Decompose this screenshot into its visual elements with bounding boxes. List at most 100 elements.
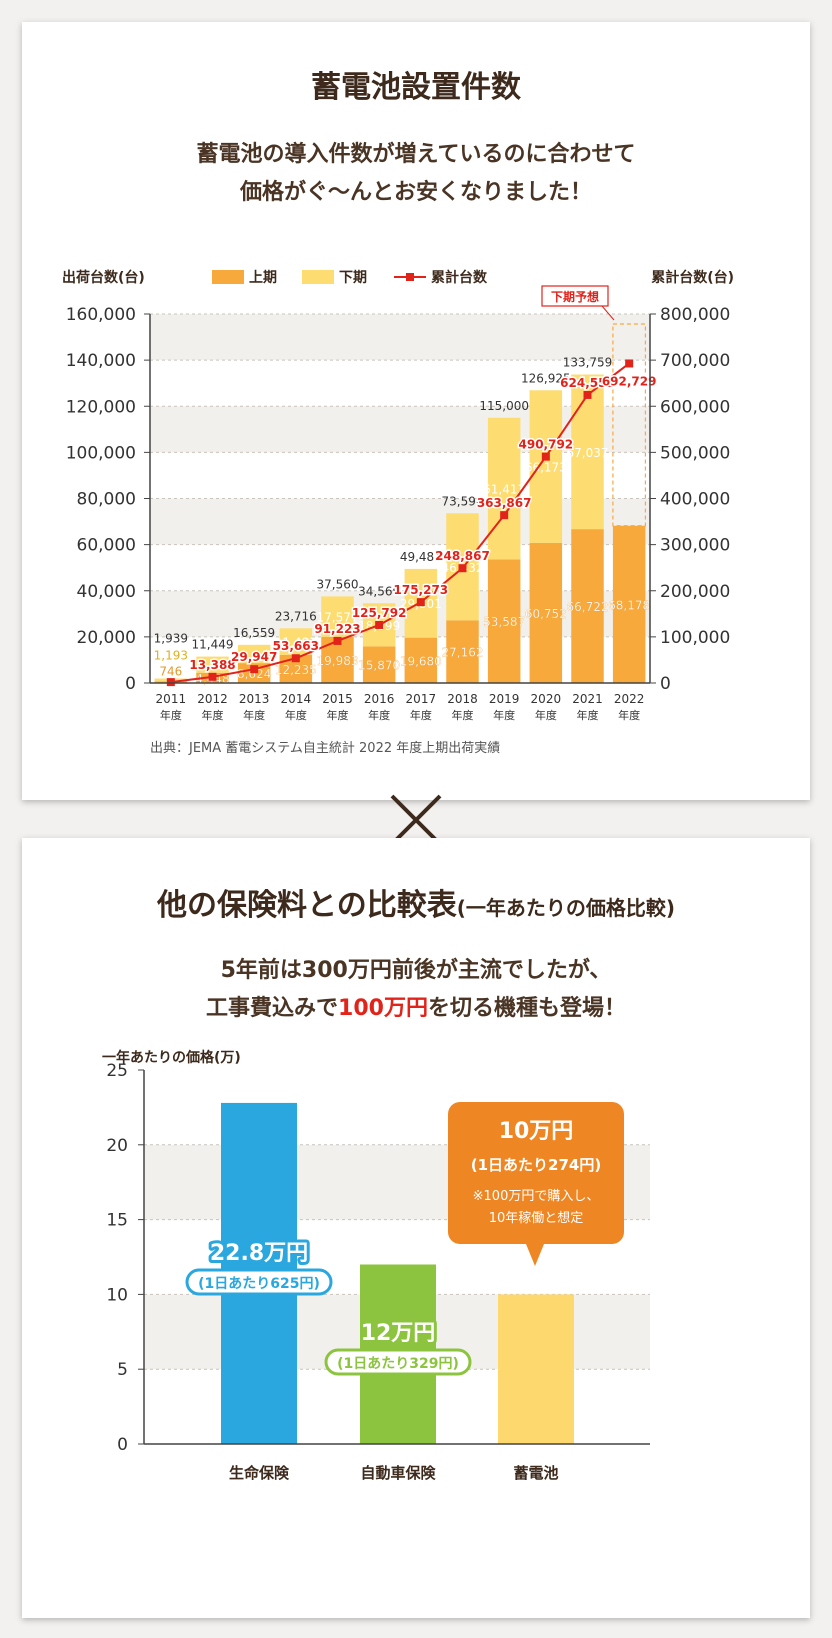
bar-first-half bbox=[362, 646, 396, 683]
total-label: 23,716 bbox=[275, 609, 317, 623]
cumulative-line bbox=[170, 362, 630, 684]
section1-title: 蓄電池設置件数 bbox=[311, 70, 521, 105]
y2-axis-label: 累計台数(台) bbox=[651, 269, 734, 286]
x-tick-label: 2020 bbox=[531, 692, 562, 706]
shipment-chart: 出荷台数(台) 累計台数(台) 上期 下期 累計台数 160,000 140,00… bbox=[62, 269, 734, 756]
x-tick-label: 2015 bbox=[322, 692, 353, 706]
section2-subtitle-line1: 5年前は300万円前後が主流でしたが、 bbox=[220, 958, 612, 983]
first-half-label: 66,722 bbox=[567, 600, 609, 614]
cumulative-marker bbox=[166, 678, 175, 687]
x-tick-label: 2022 bbox=[614, 692, 645, 706]
subtitle-line2-post: を切る機種も登場！ bbox=[427, 996, 626, 1021]
legend-second-label: 下期 bbox=[339, 270, 367, 286]
bar-first-half bbox=[529, 542, 563, 683]
cumulative-marker bbox=[375, 620, 384, 629]
second-half-label: 7,935 bbox=[237, 628, 271, 642]
first-half-label: 19,983 bbox=[317, 654, 359, 668]
second-half-label: 1,193 bbox=[154, 648, 188, 662]
y-tick-label: 20,000 bbox=[77, 628, 136, 648]
legend-first-label: 上期 bbox=[249, 270, 277, 286]
first-half-label: 19,680 bbox=[400, 654, 442, 668]
forecast-box bbox=[612, 323, 647, 527]
second-half-label: 7,001 bbox=[195, 640, 229, 654]
legend-first-swatch bbox=[212, 270, 244, 284]
total-label: 37,560 bbox=[317, 577, 359, 591]
cumulative-label: 624,551 bbox=[560, 376, 615, 390]
x-tick-label: 2018 bbox=[447, 692, 478, 706]
c2-sub-label: (1日あたり329円) bbox=[337, 1356, 459, 1372]
cumulative-label: 248,867 bbox=[435, 549, 490, 563]
forecast-label-box bbox=[541, 285, 609, 307]
x-tick-label: 2013 bbox=[239, 692, 270, 706]
cumulative-marker bbox=[625, 359, 634, 368]
shipment-chart-card: 蓄電池設置件数 蓄電池の導入件数が増えているのに合わせて 価格がぐ〜んとお安くな… bbox=[22, 22, 810, 800]
c2-y-tick-label: 20 bbox=[106, 1136, 128, 1156]
bar-second-half bbox=[571, 374, 604, 530]
cumulative-marker bbox=[541, 452, 550, 461]
y2-tick-label: 700,000 bbox=[660, 351, 730, 371]
x-tick-suffix: 年度 bbox=[535, 708, 557, 722]
callout-box bbox=[448, 1102, 624, 1244]
callout-note2: 10年稼働と想定 bbox=[489, 1210, 584, 1226]
c2-y-tick-label: 0 bbox=[117, 1435, 128, 1455]
cumulative-marker bbox=[583, 390, 592, 399]
y-tick-label: 140,000 bbox=[66, 351, 136, 371]
cumulative-marker bbox=[333, 636, 342, 645]
c2-sub-label-pill bbox=[324, 1348, 472, 1376]
total-label: 1,939 bbox=[154, 632, 188, 646]
callout-pointer bbox=[526, 1244, 544, 1266]
x-tick-suffix: 年度 bbox=[618, 708, 640, 722]
second-half-label: 11,481 bbox=[275, 636, 317, 650]
y2-tick-label: 600,000 bbox=[660, 397, 730, 417]
section2-subtitle-line2: 工事費込みで100万円を切る機種も登場！ bbox=[22, 990, 810, 1022]
bar-second-half bbox=[279, 628, 313, 655]
c2-y-tick-label: 25 bbox=[106, 1061, 128, 1081]
first-half-label: 60,752 bbox=[525, 607, 567, 621]
subtitle-highlight: 100万円 bbox=[338, 996, 428, 1021]
total-label: 126,925 bbox=[521, 371, 571, 385]
cumulative-label: 692,729 bbox=[602, 374, 657, 388]
c2-category-label: 生命保険 bbox=[229, 1464, 290, 1482]
cumulative-label: 13,388 bbox=[189, 658, 235, 672]
x-tick-label: 2014 bbox=[281, 692, 312, 706]
cumulative-marker bbox=[208, 672, 217, 681]
x-tick-suffix: 年度 bbox=[493, 708, 515, 722]
c2-bar bbox=[498, 1294, 574, 1444]
first-half-label: 746 bbox=[159, 664, 182, 678]
y2-tick-label: 200,000 bbox=[660, 582, 730, 602]
c2-value-label: 12万円 bbox=[361, 1321, 436, 1346]
total-label: 11,449 bbox=[192, 638, 234, 652]
callout-sub: (1日あたり274円) bbox=[471, 1156, 601, 1174]
c2-sub-label: (1日あたり625円) bbox=[198, 1276, 320, 1292]
c2-sub-label-pill bbox=[185, 1268, 333, 1296]
x-tick-label: 2021 bbox=[572, 692, 603, 706]
cross-icon bbox=[390, 794, 442, 846]
second-half-label: 61,413 bbox=[483, 483, 525, 497]
cumulative-label: 29,947 bbox=[231, 650, 277, 664]
section2-title-suffix: (一年あたりの価格比較) bbox=[456, 896, 675, 920]
cumulative-marker bbox=[250, 665, 259, 674]
total-label: 73,594 bbox=[442, 494, 484, 508]
x-tick-suffix: 年度 bbox=[410, 708, 432, 722]
y-tick-label: 160,000 bbox=[66, 305, 136, 325]
forecast-label-pointer bbox=[601, 305, 615, 321]
x-tick-suffix: 年度 bbox=[285, 708, 307, 722]
x-tick-label: 2011 bbox=[156, 692, 187, 706]
subtitle-line2-pre: 工事費込みで bbox=[206, 996, 339, 1021]
x-tick-suffix: 年度 bbox=[577, 708, 599, 722]
cumulative-marker bbox=[458, 564, 467, 573]
callout-title: 10万円 bbox=[499, 1119, 574, 1144]
total-label: 34,569 bbox=[358, 584, 400, 598]
second-half-label: 66,173 bbox=[525, 461, 567, 475]
first-half-label: 27,162 bbox=[442, 646, 484, 660]
x-tick-suffix: 年度 bbox=[202, 708, 224, 722]
c2-value-label: 22.8万円 bbox=[210, 1241, 308, 1266]
x-tick-label: 2012 bbox=[197, 692, 228, 706]
callout-note1: ※100万円で購入し、 bbox=[473, 1189, 600, 1204]
x-tick-suffix: 年度 bbox=[452, 708, 474, 722]
legend-cumulative-label: 累計台数 bbox=[431, 269, 488, 286]
bar-second-half bbox=[196, 656, 229, 673]
grid-band bbox=[150, 406, 650, 453]
comparison-chart: 一年あたりの価格(万) 25 20 15 10 5 0 22.8万円 (1日あたり625円)… bbox=[102, 1049, 650, 1482]
y-tick-label: 80,000 bbox=[77, 490, 136, 510]
